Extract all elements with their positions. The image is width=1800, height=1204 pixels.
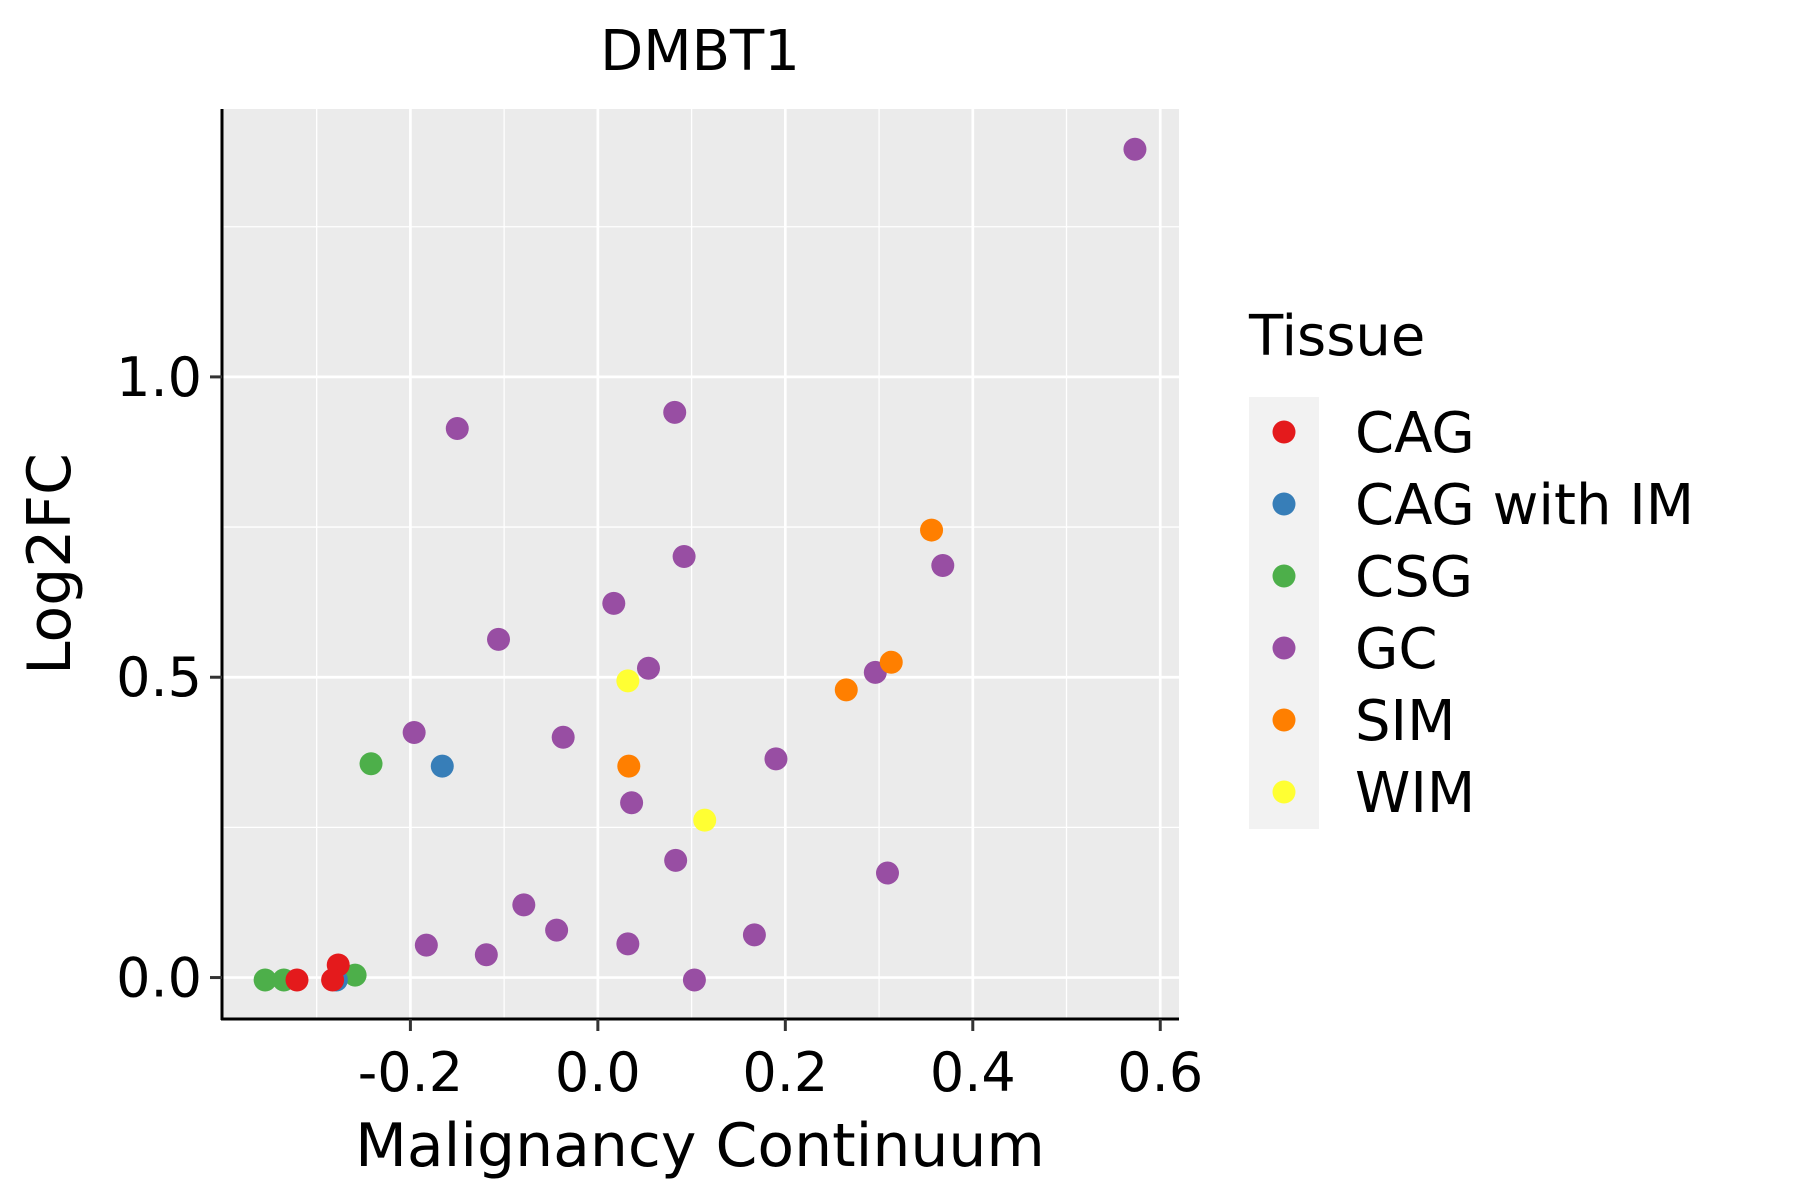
data-point-gc xyxy=(931,554,955,578)
data-point-gc xyxy=(512,893,536,917)
legend-key-cag xyxy=(1272,420,1296,444)
data-point-csg xyxy=(253,968,277,992)
data-point-cag-with-im xyxy=(430,754,454,778)
data-point-wim xyxy=(693,808,717,832)
data-point-cag xyxy=(321,968,345,992)
plot-panel xyxy=(222,109,1179,1019)
x-tick-label: -0.2 xyxy=(358,1041,463,1104)
data-point-wim xyxy=(616,669,640,693)
legend-key-cag-with-im xyxy=(1272,492,1296,516)
data-point-cag xyxy=(285,968,309,992)
x-axis-ticks: -0.2 0.0 0.2 0.4 0.6 xyxy=(358,1019,1203,1104)
data-point-sim xyxy=(834,678,858,702)
legend-label-gc: GC xyxy=(1355,617,1438,682)
data-point-gc xyxy=(551,725,575,749)
data-point-gc xyxy=(875,861,899,885)
x-tick-label: 0.6 xyxy=(1117,1041,1203,1104)
x-tick-label: 0.0 xyxy=(555,1041,641,1104)
data-point-gc xyxy=(742,923,766,947)
data-point-gc xyxy=(1123,137,1147,161)
y-tick-label: 0.0 xyxy=(116,947,202,1010)
x-tick-label: 0.2 xyxy=(742,1041,828,1104)
x-axis-label: Malignancy Continuum xyxy=(355,1111,1045,1181)
data-point-gc xyxy=(445,417,469,441)
data-point-gc xyxy=(545,918,569,942)
legend-label-wim: WIM xyxy=(1355,761,1475,826)
data-point-gc xyxy=(682,968,706,992)
y-axis-ticks: 0.0 0.5 1.0 xyxy=(116,346,222,1010)
data-point-gc xyxy=(414,933,438,957)
data-point-gc xyxy=(602,591,626,615)
legend-key-wim xyxy=(1272,780,1296,804)
y-tick-label: 1.0 xyxy=(116,346,202,409)
x-tick-label: 0.4 xyxy=(930,1041,1016,1104)
data-point-sim xyxy=(879,650,903,674)
data-point-gc xyxy=(664,848,688,872)
data-point-gc xyxy=(402,720,426,744)
legend-key-csg xyxy=(1272,564,1296,588)
data-point-csg xyxy=(359,752,383,776)
data-point-sim xyxy=(920,518,944,542)
data-point-gc xyxy=(764,747,788,771)
data-point-sim xyxy=(617,754,641,778)
legend-key-sim xyxy=(1272,708,1296,732)
data-point-gc xyxy=(620,791,644,815)
data-point-gc xyxy=(636,656,660,680)
data-point-gc xyxy=(672,544,696,568)
legend: Tissue CAG CAG with IM CSG GC SIM WIM xyxy=(1248,304,1694,829)
legend-label-csg: CSG xyxy=(1355,545,1473,610)
data-point-gc xyxy=(474,943,498,967)
legend-key-gc xyxy=(1272,636,1296,660)
chart-title: DMBT1 xyxy=(600,19,800,84)
data-point-gc xyxy=(663,400,687,424)
data-point-gc xyxy=(487,627,511,651)
legend-label-cag-with-im: CAG with IM xyxy=(1355,473,1694,538)
data-point-gc xyxy=(616,932,640,956)
y-axis-label: Log2FC xyxy=(15,453,85,675)
legend-title: Tissue xyxy=(1248,304,1425,369)
y-tick-label: 0.5 xyxy=(116,646,202,709)
legend-key-background xyxy=(1249,397,1319,829)
legend-label-cag: CAG xyxy=(1355,401,1475,466)
data-point-csg xyxy=(343,963,367,987)
legend-label-sim: SIM xyxy=(1355,689,1455,754)
data-points xyxy=(253,137,1147,992)
